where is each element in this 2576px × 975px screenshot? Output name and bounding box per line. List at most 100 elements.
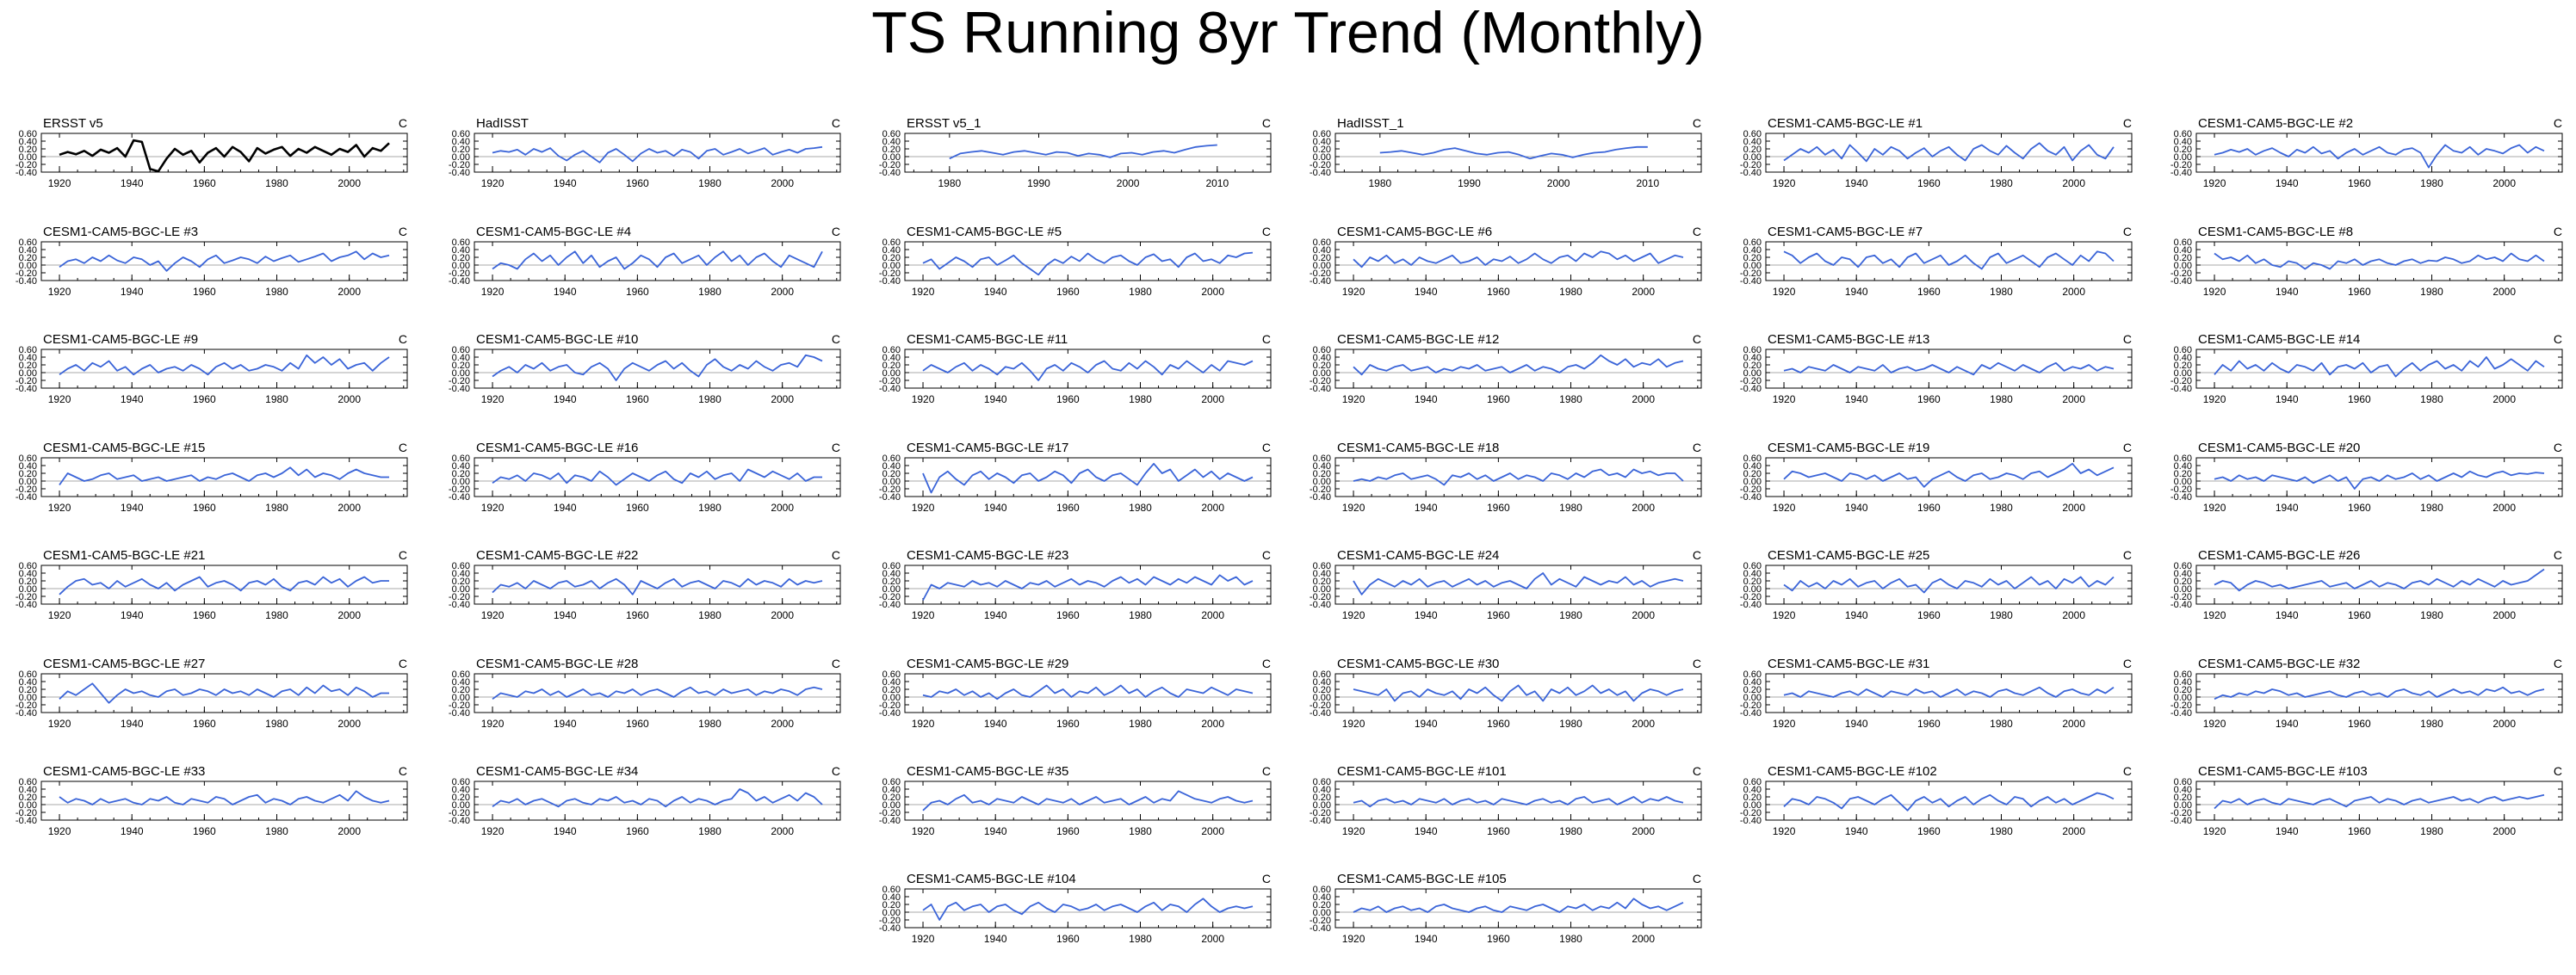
y-tick-label: -0.40 [2170,168,2192,178]
panel: ERSST v5_1 C 0.600.400.200.00-0.20-0.40 198… [879,116,1272,189]
y-tick-label: -0.20 [449,376,470,386]
x-tick-label: 2000 [1201,286,1224,298]
panel-units: C [399,441,407,454]
y-tick-label: 0.20 [882,793,901,803]
y-tick-label: 0.60 [1313,454,1331,464]
y-tick-label: 0.40 [2174,677,2192,688]
x-tick-label: 2000 [337,718,361,730]
panel-units: C [1693,548,1701,562]
x-tick-label: 1980 [265,393,288,405]
x-tick-label: 1960 [2348,718,2371,730]
y-tick-label: 0.40 [1743,677,1762,688]
panel-units: C [399,225,407,238]
x-tick-label: 1920 [48,393,71,405]
plot-frame [2195,565,2563,605]
y-tick-label: 0.60 [19,129,37,139]
y-tick-label: 0.40 [1313,892,1331,903]
y-tick-label: -0.20 [1310,700,1331,711]
x-tick-label: 1940 [121,393,144,405]
x-tick-label: 1940 [1415,502,1438,514]
x-tick-label: 1960 [1056,393,1080,405]
y-tick-label: -0.40 [879,816,901,826]
x-tick-label: 1920 [912,825,935,837]
panel: CESM1-CAM5-BGC-LE #9 C0.600.400.200.00-0.… [15,332,408,405]
x-tick-label: 1920 [1342,609,1365,621]
y-tick-label: -0.40 [2170,816,2192,826]
plot-frame [2195,457,2563,497]
y-tick-label: -0.40 [449,168,470,178]
panel: CESM1-CAM5-BGC-LE #32 C0.600.400.200.00-0… [2170,657,2563,730]
y-tick-label: 0.40 [882,137,901,147]
x-tick-label: 2000 [1201,393,1224,405]
x-tick-label: 1960 [2348,825,2371,837]
x-tick-label: 1940 [1415,286,1438,298]
x-tick-label: 1960 [1056,286,1080,298]
x-tick-label: 1920 [481,393,505,405]
x-tick-label: 1940 [2276,502,2299,514]
x-tick-label: 1980 [698,286,721,298]
y-tick-label: -0.20 [2170,808,2192,818]
panel-units: C [1262,441,1271,454]
x-tick-label: 2000 [2492,609,2516,621]
x-tick-label: 2000 [1632,286,1655,298]
plot-frame [40,781,408,821]
x-tick-label: 2000 [337,286,361,298]
y-tick-label: 0.00 [1743,368,1762,379]
x-tick-label: 1980 [1990,502,2013,514]
y-tick-label: 0.20 [2174,145,2192,155]
series-line [59,250,390,272]
y-tick-label: 0.00 [452,584,470,595]
x-tick-label: 1920 [481,609,505,621]
y-tick-label: 0.40 [1313,245,1331,256]
x-tick-label: 1920 [481,177,505,189]
y-tick-label: 0.00 [1313,908,1331,918]
x-tick-label: 2000 [337,825,361,837]
x-tick-label: 1980 [1368,177,1391,189]
y-tick-label: -0.40 [2170,492,2192,503]
y-tick-label: 0.20 [2174,469,2192,479]
x-tick-label: 1920 [912,393,935,405]
panel: CESM1-CAM5-BGC-LE #103 C0.600.400.200.00-… [2170,764,2563,837]
y-tick-label: 0.00 [882,908,901,918]
panel-units: C [1693,872,1701,886]
x-tick-label: 1920 [48,286,71,298]
y-tick-label: 0.40 [882,569,901,579]
y-tick-label: 0.60 [19,238,37,248]
y-tick-label: -0.40 [2170,384,2192,394]
y-tick-label: -0.20 [2170,160,2192,170]
x-tick-label: 1940 [2276,718,2299,730]
y-tick-label: 0.00 [2174,800,2192,811]
x-tick-label: 1980 [265,286,288,298]
x-tick-label: 1960 [193,718,216,730]
x-tick-label: 1980 [265,718,288,730]
y-tick-label: 0.20 [19,685,37,695]
y-tick-label: 0.40 [452,137,470,147]
panel: CESM1-CAM5-BGC-LE #15 C0.600.400.200.00-0… [15,441,408,514]
panel: CESM1-CAM5-BGC-LE #28 C0.600.400.200.00-0… [449,657,841,730]
x-tick-label: 1980 [2420,718,2443,730]
panel-units: C [1262,225,1271,238]
x-tick-label: 2000 [771,825,794,837]
y-tick-label: 0.00 [2174,368,2192,379]
x-tick-label: 2010 [1205,177,1229,189]
x-tick-label: 1920 [1773,177,1796,189]
y-tick-label: 0.60 [2174,238,2192,248]
x-tick-label: 1940 [984,393,1007,405]
x-tick-label: 1960 [1487,286,1510,298]
x-tick-label: 1940 [2276,177,2299,189]
x-tick-label: 1940 [984,718,1007,730]
y-tick-label: -0.20 [1740,376,1762,386]
y-tick-label: 0.40 [1313,785,1331,795]
x-tick-label: 1980 [1990,825,2013,837]
y-tick-label: 0.40 [19,785,37,795]
x-tick-label: 1940 [984,502,1007,514]
x-tick-label: 2000 [2062,609,2085,621]
panel: CESM1-CAM5-BGC-LE #104 C0.600.400.200.00-… [879,872,1272,945]
plot-frame [1765,781,2133,821]
y-tick-label: 0.00 [882,693,901,703]
panel-title: CESM1-CAM5-BGC-LE #16 [476,441,638,455]
y-tick-label: -0.40 [879,708,901,719]
panel-units: C [2554,657,2562,670]
page-title: TS Running 8yr Trend (Monthly) [871,0,1705,65]
panel-title: CESM1-CAM5-BGC-LE #34 [476,764,638,779]
